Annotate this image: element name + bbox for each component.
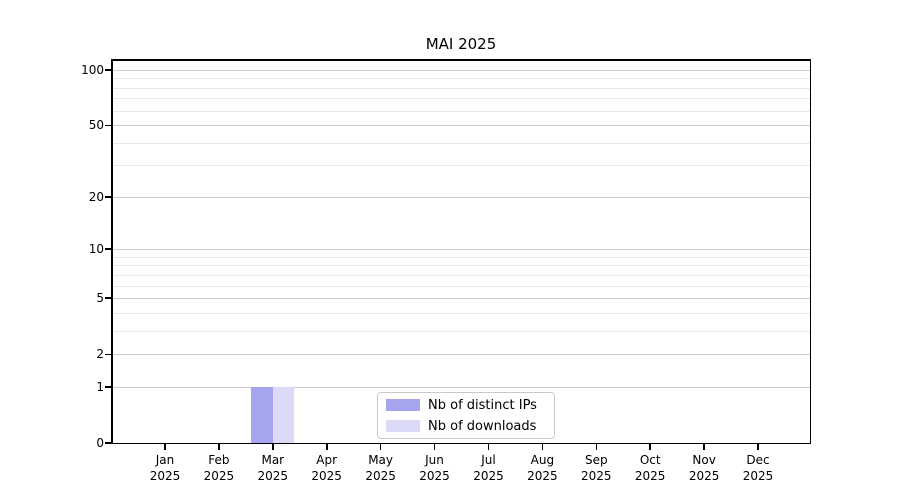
gridline-minor [112, 78, 810, 79]
x-axis-month: Apr [316, 453, 338, 467]
x-axis-month: Nov [692, 453, 716, 467]
bar-downloads [272, 387, 295, 443]
legend-item-distinct-ips: Nb of distinct IPs [378, 396, 554, 414]
y-axis-tick [105, 297, 112, 299]
x-axis-month: Jun [425, 453, 444, 467]
gridline-major [112, 354, 810, 355]
gridline-minor [112, 143, 810, 144]
x-axis-tick [757, 444, 759, 450]
x-axis-year: 2025 [257, 469, 289, 483]
y-axis-tick-label: 100 [81, 63, 104, 77]
x-axis-month: Jan [155, 453, 175, 467]
x-axis-year: 2025 [742, 469, 774, 483]
y-axis-tick [105, 353, 112, 355]
x-axis-month: Aug [530, 453, 555, 467]
y-axis-tick [105, 442, 112, 444]
axis-spine-left [111, 59, 113, 444]
y-axis-tick-label: 2 [96, 347, 104, 362]
gridline-minor [112, 165, 810, 166]
legend-item-downloads: Nb of downloads [378, 417, 554, 435]
x-axis-tick [487, 444, 490, 450]
gridline-major [112, 197, 810, 198]
legend-label-distinct-ips: Nb of distinct IPs [428, 397, 537, 413]
x-axis-tick-label: Mar 2025 [245, 452, 301, 484]
x-axis-month: Mar [261, 453, 285, 467]
x-axis-month: Oct [639, 453, 661, 467]
x-axis-tick-label: Apr 2025 [299, 452, 355, 484]
x-axis-year: 2025 [149, 469, 181, 483]
x-axis-tick-label: Jul 2025 [461, 452, 517, 484]
x-axis-tick-label: Dec 2025 [730, 452, 786, 484]
gridline-major [112, 125, 810, 126]
x-axis-tick-label: May 2025 [353, 452, 409, 484]
gridline-major [112, 249, 810, 250]
gridline-minor [112, 111, 810, 112]
x-axis-tick-label: Oct 2025 [622, 452, 678, 484]
gridline-minor [112, 275, 810, 276]
x-axis-tick-label: Sep 2025 [568, 452, 624, 484]
legend: Nb of distinct IPs Nb of downloads [377, 392, 555, 439]
x-axis-tick [379, 444, 382, 450]
chart-title: MAI 2025 [425, 35, 497, 53]
gridline-minor [112, 313, 810, 314]
x-axis-tick [164, 444, 166, 450]
x-axis-month: Dec [746, 453, 770, 467]
gridline-minor [112, 286, 810, 287]
x-axis-year: 2025 [527, 469, 558, 483]
y-axis-tick-label: 50 [88, 118, 104, 133]
x-axis-tick-label: Jan 2025 [137, 452, 193, 484]
gridline-major [112, 387, 810, 388]
y-axis-tick [105, 248, 112, 250]
y-axis-tick-label: 0 [96, 436, 104, 450]
legend-swatch-distinct-ips [386, 399, 420, 411]
gridline-minor [112, 265, 810, 266]
y-axis-tick-label: 10 [88, 242, 104, 257]
y-axis-tick [105, 386, 112, 388]
x-axis-year: 2025 [311, 469, 342, 483]
x-axis-tick [218, 444, 220, 450]
gridline-major [112, 70, 810, 71]
y-axis-tick [105, 124, 112, 126]
x-axis-year: 2025 [473, 469, 504, 483]
x-axis-tick [326, 444, 328, 450]
x-axis-year: 2025 [203, 469, 235, 483]
gridline-minor [112, 98, 810, 99]
bar-distinct-ips [251, 387, 273, 443]
x-axis-year: 2025 [634, 469, 666, 483]
x-axis-tick [433, 444, 436, 450]
y-axis-tick [105, 69, 112, 71]
gridline-minor [112, 331, 810, 332]
x-axis-year: 2025 [419, 469, 450, 483]
gridline-major [112, 298, 810, 299]
x-axis-tick [703, 444, 705, 450]
x-axis-month: Feb [208, 453, 230, 467]
x-axis-tick-label: Aug 2025 [514, 452, 570, 484]
y-axis-tick [105, 196, 112, 198]
y-axis-tick-label: 5 [96, 291, 104, 306]
gridline-minor [112, 88, 810, 89]
y-axis-tick-label: 1 [96, 380, 104, 394]
axis-spine-right [809, 59, 811, 444]
x-axis-tick [649, 444, 651, 450]
x-axis-tick [595, 444, 597, 450]
x-axis-month: May [368, 453, 393, 467]
y-axis-tick-label: 20 [88, 189, 104, 204]
legend-swatch-downloads [386, 420, 420, 432]
x-axis-tick-label: Nov 2025 [676, 452, 732, 484]
legend-label-downloads: Nb of downloads [428, 418, 537, 434]
x-axis-tick [541, 444, 544, 450]
x-axis-year: 2025 [365, 469, 396, 483]
axis-spine-bottom [111, 442, 811, 444]
axis-spine-top [111, 59, 811, 61]
x-axis-month: Jul [481, 453, 496, 467]
x-axis-year: 2025 [581, 469, 612, 483]
x-axis-tick-label: Jun 2025 [407, 452, 463, 484]
x-axis-tick [272, 444, 274, 450]
x-axis-tick-label: Feb 2025 [191, 452, 247, 484]
x-axis-month: Sep [584, 453, 608, 467]
gridline-minor [112, 257, 810, 258]
x-axis-year: 2025 [688, 469, 720, 483]
